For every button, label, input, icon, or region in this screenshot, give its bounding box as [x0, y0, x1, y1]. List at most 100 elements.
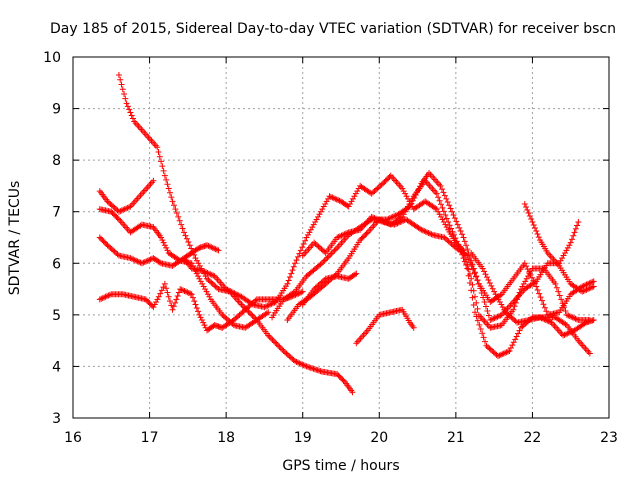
sample-mark — [386, 215, 393, 222]
sample-mark — [207, 271, 214, 278]
sample-mark — [268, 300, 275, 307]
data-point — [169, 306, 176, 313]
sample-mark — [158, 158, 165, 165]
sample-mark — [112, 212, 119, 219]
sample-mark — [127, 109, 134, 116]
sample-mark — [498, 301, 505, 308]
sample-mark — [128, 255, 135, 262]
data-point — [433, 206, 440, 213]
sample-mark — [533, 228, 540, 235]
data-point — [491, 288, 498, 295]
sample-mark — [470, 266, 477, 273]
sample-mark — [566, 313, 573, 320]
sample-mark — [134, 258, 141, 265]
sample-mark — [195, 260, 202, 267]
sample-mark — [503, 349, 510, 356]
sample-mark — [409, 195, 416, 202]
sample-mark — [468, 263, 475, 270]
sample-mark — [536, 290, 543, 297]
sample-mark — [583, 286, 590, 293]
sample-mark — [374, 216, 381, 223]
sample-mark — [185, 239, 192, 246]
sample-mark — [220, 313, 227, 320]
sample-mark — [166, 189, 173, 196]
sample-mark — [482, 338, 489, 345]
sample-mark — [448, 225, 455, 232]
sample-mark — [461, 258, 468, 265]
sample-mark — [511, 317, 518, 324]
sample-mark — [531, 225, 538, 232]
sample-mark — [465, 256, 472, 263]
sample-mark — [509, 315, 516, 322]
sample-mark — [165, 293, 172, 300]
data-point — [108, 208, 115, 215]
sample-mark — [570, 232, 577, 239]
sample-mark — [163, 244, 170, 251]
sample-mark — [422, 228, 429, 235]
sample-mark — [99, 295, 106, 302]
sample-mark — [528, 216, 535, 223]
sample-mark — [490, 349, 497, 356]
sample-mark — [269, 336, 276, 343]
data-point — [349, 389, 356, 396]
sample-mark — [321, 257, 328, 264]
sample-mark — [407, 198, 414, 205]
sample-mark — [306, 229, 313, 236]
sample-mark — [494, 293, 501, 300]
sample-mark — [402, 208, 409, 215]
sample-mark — [223, 315, 230, 322]
sample-mark — [480, 334, 487, 341]
data-point — [299, 288, 306, 295]
sample-mark — [110, 247, 117, 254]
sample-mark — [178, 221, 185, 228]
sample-mark — [123, 205, 130, 212]
data-point — [464, 265, 471, 272]
sample-mark — [119, 86, 126, 93]
sample-mark — [391, 213, 398, 220]
sample-mark — [232, 315, 239, 322]
sample-mark — [108, 202, 115, 209]
sample-mark — [319, 278, 326, 285]
sample-mark — [507, 345, 514, 352]
sample-mark — [111, 248, 118, 255]
sample-mark — [400, 211, 407, 218]
sample-mark — [277, 345, 284, 352]
sample-mark — [193, 257, 200, 264]
sample-mark — [144, 297, 151, 304]
sample-mark — [457, 228, 464, 235]
sample-mark — [568, 236, 575, 243]
sample-mark — [377, 217, 384, 224]
sample-mark — [471, 270, 478, 277]
sample-mark — [118, 81, 125, 88]
sample-mark — [297, 247, 304, 254]
sample-mark — [206, 278, 213, 285]
sample-mark — [556, 292, 563, 299]
sample-mark — [208, 244, 215, 251]
sample-mark — [183, 235, 190, 242]
sample-mark — [133, 257, 140, 264]
data-point — [215, 247, 222, 254]
sample-mark — [339, 231, 346, 238]
data-point — [552, 280, 559, 287]
sample-mark — [105, 199, 112, 206]
sample-mark — [509, 342, 516, 349]
data-point — [380, 180, 387, 187]
sample-mark — [163, 176, 170, 183]
sample-mark — [323, 256, 330, 263]
sample-mark — [351, 193, 358, 200]
data-point — [368, 213, 375, 220]
sample-mark — [248, 311, 255, 318]
sample-mark — [197, 278, 204, 285]
sample-mark — [327, 251, 334, 258]
sample-mark — [524, 266, 531, 273]
data-point — [150, 304, 157, 311]
sample-mark — [156, 153, 163, 160]
sample-mark — [362, 231, 369, 238]
data-point — [127, 255, 134, 262]
sample-mark — [443, 215, 450, 222]
sample-mark — [584, 280, 591, 287]
sample-mark — [406, 200, 413, 207]
data-point — [345, 203, 352, 210]
sample-mark — [493, 314, 500, 321]
sample-mark — [342, 230, 349, 237]
